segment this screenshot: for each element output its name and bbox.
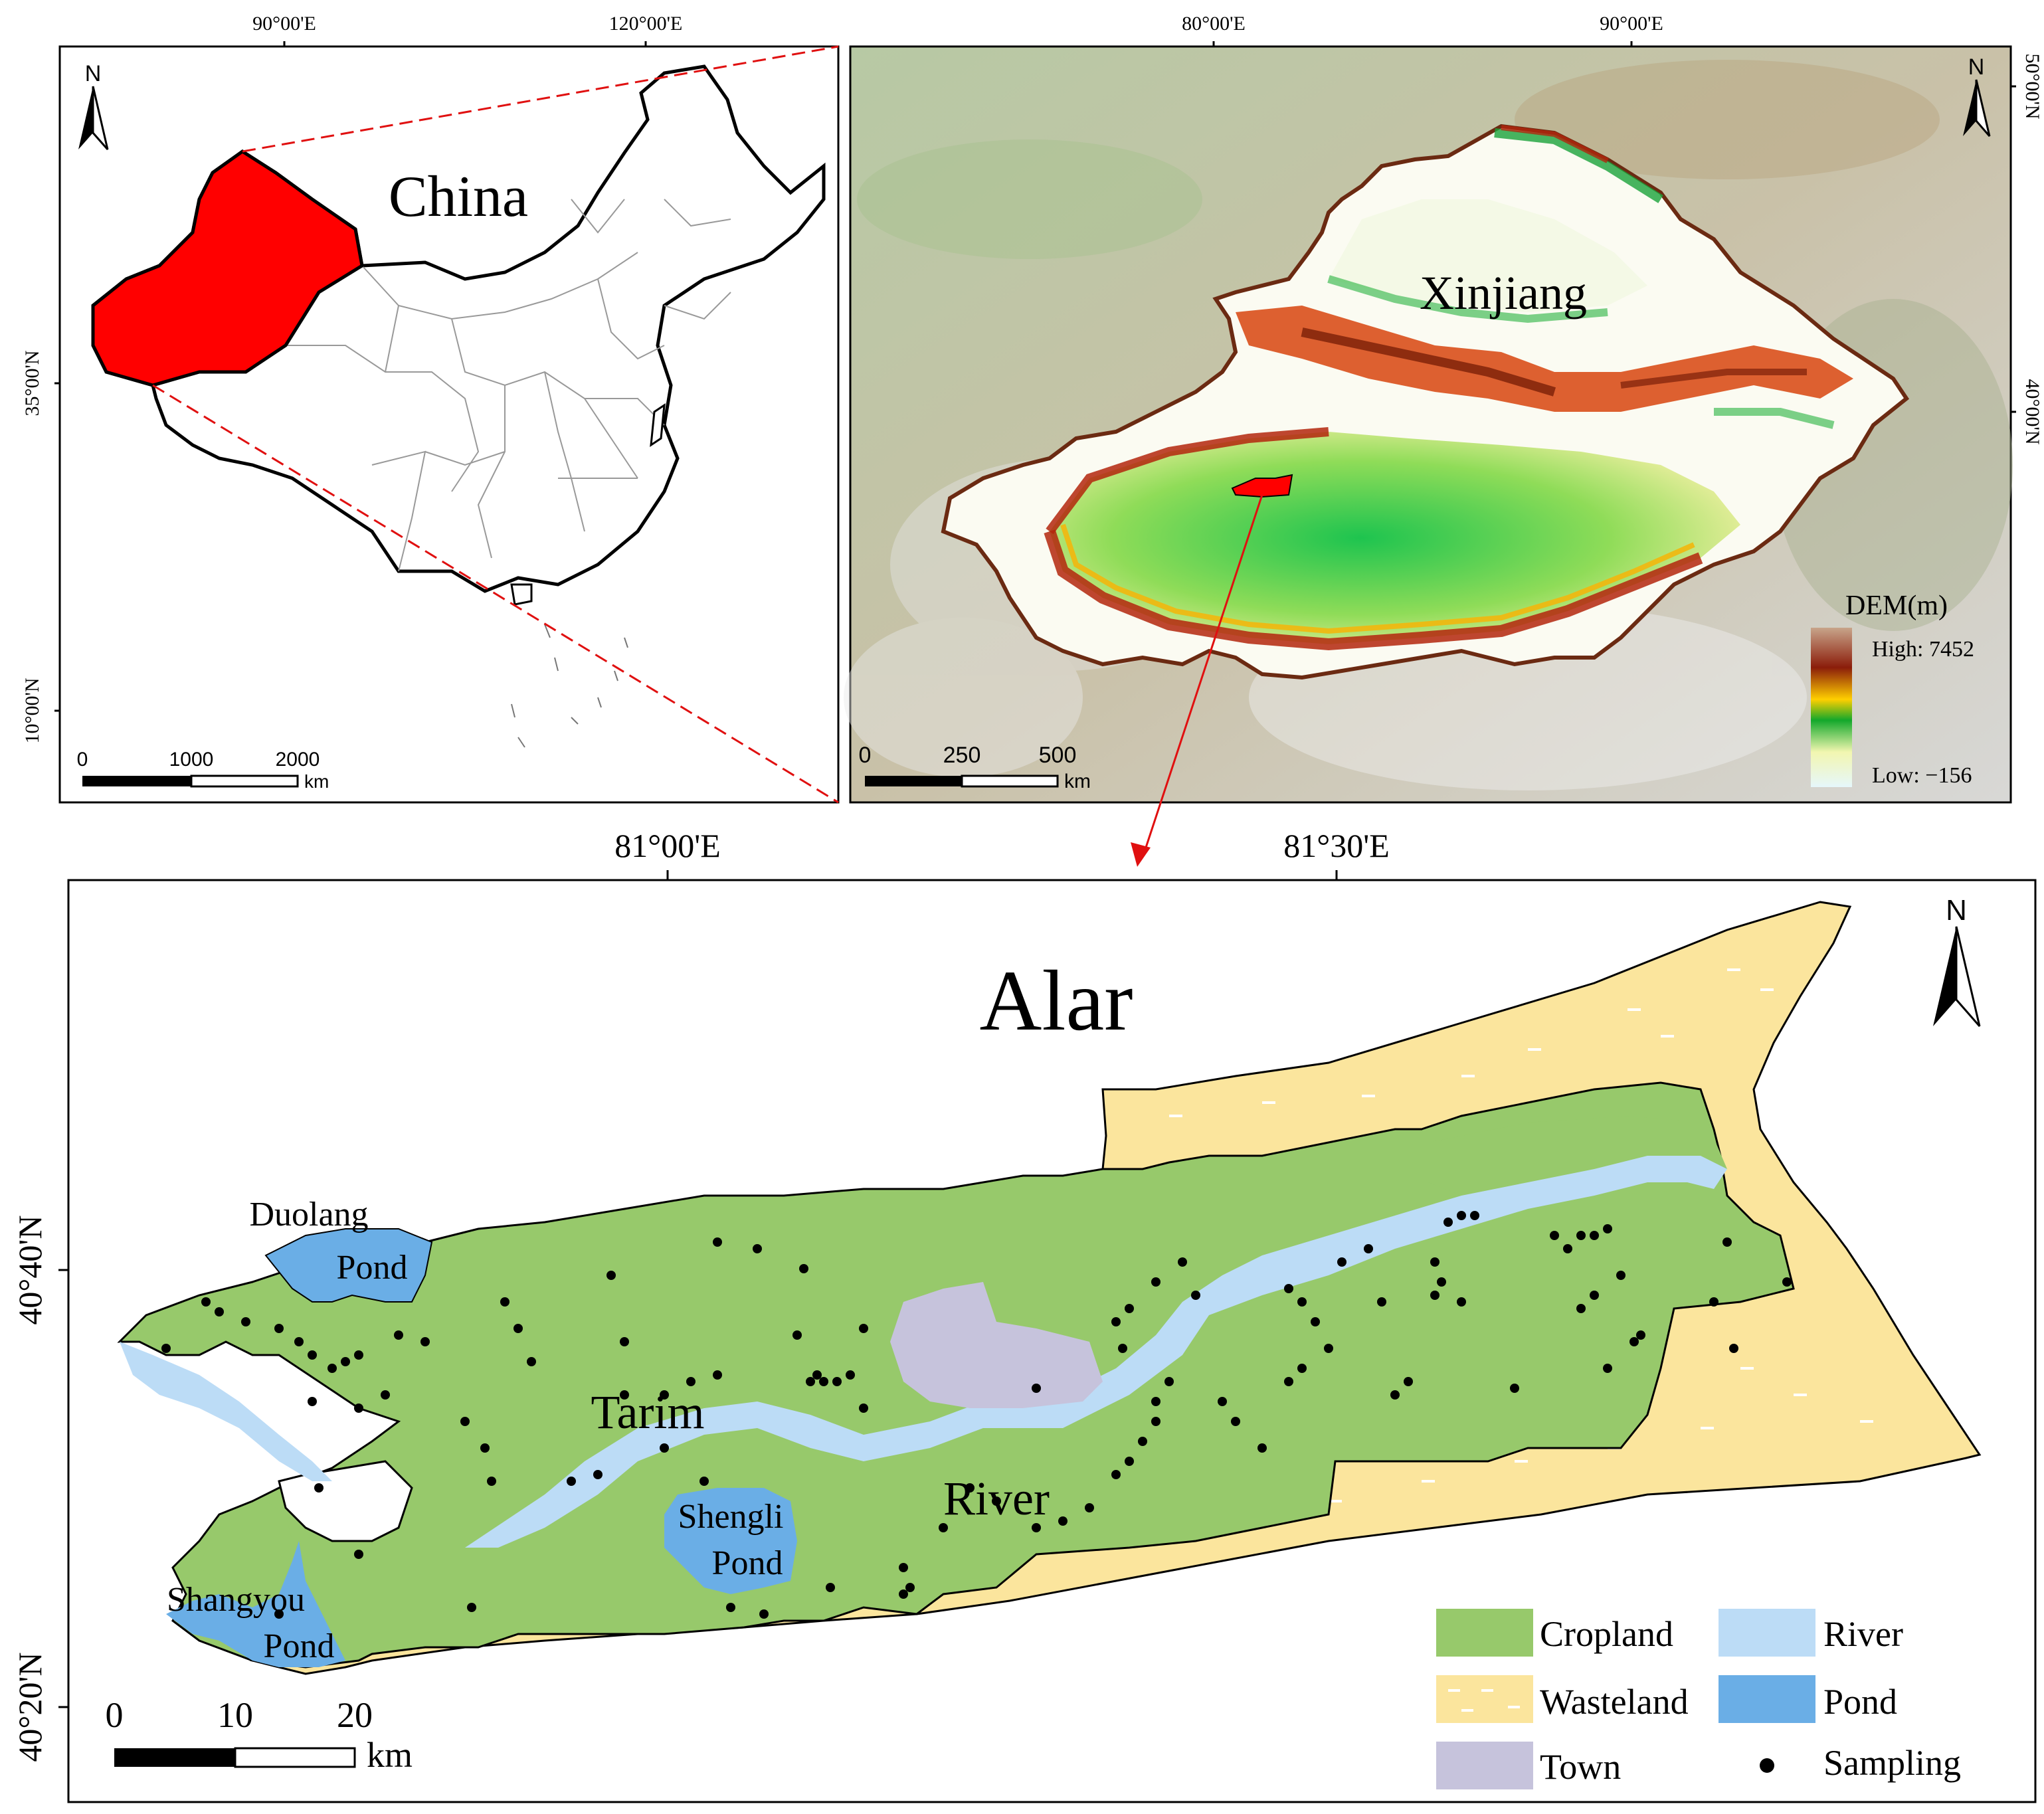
alar-north-arrow: N [1933, 894, 1981, 1027]
legend-pond-label: Pond [1823, 1682, 1897, 1722]
hainan [510, 583, 533, 606]
china-lat-label-2: 10°00'N [21, 678, 43, 743]
xinjiang-panel: Xinjiang N 80°00'E 90°00'E 50°00'N 40°00… [844, 13, 2043, 804]
dem-high-label: High: 7452 [1872, 637, 1974, 662]
svg-text:0: 0 [106, 1695, 124, 1735]
svg-text:km: km [304, 771, 329, 792]
shangyou-label-2: Pond [264, 1627, 335, 1665]
china-lon-label-2: 120°00'E [609, 13, 683, 35]
legend-wasteland-swatch [1436, 1675, 1533, 1723]
zoom-arrow [1131, 494, 1263, 867]
alar-scale-bar: 0 10 20 km [106, 1695, 413, 1775]
china-connector-bottom [152, 384, 839, 804]
shengli-label-2: Pond [712, 1544, 783, 1582]
south-sea-islands [511, 624, 628, 748]
duolang-label-2: Pond [337, 1249, 408, 1287]
legend-town-swatch [1436, 1742, 1533, 1789]
svg-text:N: N [85, 61, 102, 86]
dem-gradient-bar [1811, 628, 1852, 787]
xinjiang-lon-label-2: 90°00'E [1600, 13, 1663, 35]
dem-low-label: Low: −156 [1872, 763, 1972, 788]
duolang-pond [264, 1228, 433, 1303]
alar-lat-label-1: 40°40'N [11, 1215, 48, 1324]
china-scale-bar: 0 1000 2000 km [77, 749, 329, 792]
svg-text:250: 250 [943, 743, 981, 768]
svg-text:km: km [1064, 771, 1091, 792]
alar-lat-label-2: 40°20'N [11, 1652, 48, 1762]
province-boundaries [286, 199, 731, 572]
svg-text:0: 0 [77, 749, 88, 771]
shengli-pond [664, 1488, 797, 1594]
sampling-points [161, 1211, 1792, 1619]
alar-title: Alar [980, 953, 1133, 1049]
legend-cropland-label: Cropland [1540, 1614, 1673, 1654]
china-connector-top [242, 45, 839, 153]
shangyou-pond [166, 1541, 345, 1667]
svg-text:20: 20 [337, 1695, 373, 1735]
xinjiang-north-arrow: N [1963, 54, 1991, 137]
svg-text:N: N [1968, 54, 1985, 80]
legend-town-label: Town [1540, 1747, 1621, 1787]
svg-text:km: km [367, 1735, 413, 1775]
alar-lon-label-2: 81°30'E [1283, 827, 1390, 864]
xinjiang-lat-label-1: 50°00'N [2021, 53, 2043, 119]
legend-sampling-symbol [1760, 1758, 1774, 1773]
shengli-label-1: Shengli [678, 1498, 784, 1536]
tarim-label: Tarim [591, 1386, 705, 1439]
alar-legend: Cropland River Wasteland Pond Town Sampl… [1436, 1609, 1961, 1789]
legend-cropland-swatch [1436, 1609, 1533, 1657]
tianshan-mountains [1236, 306, 1853, 412]
svg-text:500: 500 [1039, 743, 1077, 768]
alar-highlight-xinjiang [1231, 474, 1293, 498]
place-labels: Duolang Pond Shengli Pond Shangyou Pond … [167, 1196, 1050, 1665]
dem-legend: DEM(m) High: 7452 Low: −156 [1811, 590, 1974, 788]
legend-river-label: River [1823, 1614, 1903, 1654]
alar-panel: Duolang Pond Shengli Pond Shangyou Pond … [11, 827, 2037, 1803]
taiwan [650, 403, 666, 448]
svg-text:1000: 1000 [169, 749, 214, 771]
china-lat-label-1: 35°00'N [21, 350, 43, 416]
legend-river-swatch [1719, 1609, 1815, 1657]
xinjiang-lat-label-2: 40°00'N [2021, 379, 2043, 444]
kunlun-rim [1044, 529, 1703, 651]
xinjiang-title: Xinjiang [1420, 266, 1587, 319]
svg-text:N: N [1946, 894, 1967, 927]
legend-pond-swatch [1719, 1675, 1815, 1723]
xinjiang-scale-bar: 0 250 500 km [859, 743, 1091, 792]
junggar-basin [1329, 199, 1647, 312]
china-panel: China N 90°00'E 120°00'E 35°00'N 10°00'N… [21, 13, 840, 804]
duolang-label-1: Duolang [249, 1196, 368, 1233]
shangyou-label-1: Shangyou [167, 1581, 305, 1619]
legend-wasteland-label: Wasteland [1540, 1682, 1689, 1722]
svg-text:0: 0 [859, 743, 872, 768]
town-area [890, 1282, 1103, 1408]
river-label: River [943, 1472, 1050, 1525]
tarim-basin [1050, 432, 1740, 644]
svg-text:10: 10 [217, 1695, 253, 1735]
xinjiang-lon-label-1: 80°00'E [1182, 13, 1246, 35]
china-title: China [389, 165, 528, 229]
svg-text:2000: 2000 [276, 749, 320, 771]
dem-legend-title: DEM(m) [1845, 590, 1948, 621]
china-north-arrow: N [78, 61, 109, 150]
alar-lon-label-1: 81°00'E [614, 827, 721, 864]
legend-sampling-label: Sampling [1823, 1743, 1961, 1783]
china-lon-label-1: 90°00'E [252, 13, 316, 35]
